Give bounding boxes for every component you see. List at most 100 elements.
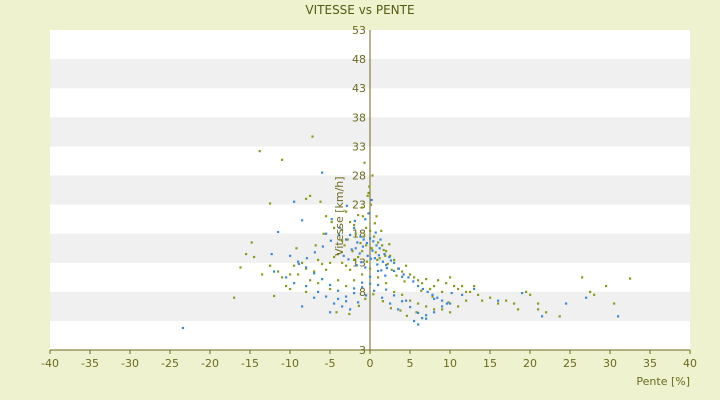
data-point <box>497 299 500 302</box>
data-point <box>325 268 328 271</box>
data-point <box>382 248 385 252</box>
y-tick-label: 48 <box>352 53 366 66</box>
data-point <box>305 257 308 260</box>
data-point <box>412 280 415 283</box>
data-point <box>351 250 354 253</box>
data-point <box>541 315 544 318</box>
x-tick-label: -5 <box>325 357 336 370</box>
data-point <box>457 287 460 291</box>
data-point <box>386 262 389 266</box>
data-point <box>355 264 358 267</box>
data-point <box>313 272 316 275</box>
data-point <box>330 218 333 221</box>
data-point <box>385 288 388 291</box>
data-point <box>388 243 391 246</box>
data-point <box>305 267 308 270</box>
data-point <box>253 255 256 259</box>
data-point <box>365 260 368 263</box>
x-tick-label: -10 <box>281 357 299 370</box>
data-point <box>277 230 280 234</box>
data-point <box>433 311 436 314</box>
data-point <box>431 293 434 296</box>
data-point <box>305 197 308 200</box>
data-point <box>453 285 456 288</box>
data-point <box>314 244 317 247</box>
data-point <box>385 250 388 253</box>
data-point <box>329 287 332 291</box>
data-point <box>384 274 387 277</box>
x-tick-label: -35 <box>81 357 99 370</box>
data-point <box>365 244 368 247</box>
data-point <box>383 253 386 256</box>
data-point <box>581 276 584 279</box>
data-point <box>361 250 364 253</box>
data-point <box>449 302 452 305</box>
data-point <box>345 264 348 267</box>
data-point <box>325 215 328 218</box>
data-point <box>345 285 348 288</box>
x-tick-label: -40 <box>41 357 59 370</box>
data-point <box>489 296 492 299</box>
x-tick-label: 0 <box>367 357 374 370</box>
data-point <box>393 294 396 297</box>
data-point <box>417 302 420 305</box>
data-point <box>388 255 391 259</box>
data-point <box>374 231 377 234</box>
data-point <box>363 161 366 164</box>
data-point <box>421 282 424 285</box>
data-point <box>330 221 333 224</box>
data-point <box>409 299 412 302</box>
data-point <box>605 285 608 288</box>
data-point <box>372 240 375 243</box>
data-point <box>361 245 364 248</box>
data-point <box>289 254 292 257</box>
data-point <box>377 241 380 244</box>
data-point <box>349 233 352 236</box>
data-point <box>333 226 336 230</box>
data-point <box>357 214 360 217</box>
data-point <box>376 263 379 266</box>
data-point <box>375 244 378 247</box>
data-point <box>353 258 356 262</box>
data-point <box>401 275 404 278</box>
data-point <box>301 219 304 222</box>
data-point <box>273 294 276 298</box>
data-point <box>593 293 596 296</box>
data-point <box>357 304 360 307</box>
data-point <box>399 309 402 312</box>
data-point <box>393 290 396 294</box>
data-point <box>270 253 273 256</box>
data-point <box>465 290 468 294</box>
data-point <box>565 302 568 305</box>
data-point <box>457 305 460 308</box>
data-point <box>381 244 384 247</box>
data-point <box>311 135 314 138</box>
data-point <box>617 315 620 318</box>
data-point <box>269 264 272 267</box>
y-tick-label: 38 <box>352 111 366 124</box>
data-point <box>361 281 364 284</box>
data-point <box>350 248 353 251</box>
data-point <box>402 273 405 276</box>
data-point <box>258 150 261 153</box>
data-point <box>353 223 356 227</box>
data-point <box>364 218 367 221</box>
data-point <box>613 302 616 305</box>
data-point <box>385 266 388 270</box>
data-point <box>346 238 349 241</box>
data-point <box>269 202 272 205</box>
data-point <box>417 285 420 288</box>
data-point <box>513 302 516 305</box>
data-point <box>239 266 242 269</box>
data-point <box>393 258 396 262</box>
data-point <box>361 215 364 218</box>
data-point <box>445 282 448 285</box>
data-point <box>377 276 380 279</box>
data-point <box>397 308 400 311</box>
chart-title: VITESSE vs PENTE <box>305 3 414 17</box>
data-point <box>376 258 379 262</box>
data-point <box>420 289 423 292</box>
data-point <box>445 302 448 305</box>
data-point <box>357 301 360 304</box>
data-point <box>347 258 350 261</box>
